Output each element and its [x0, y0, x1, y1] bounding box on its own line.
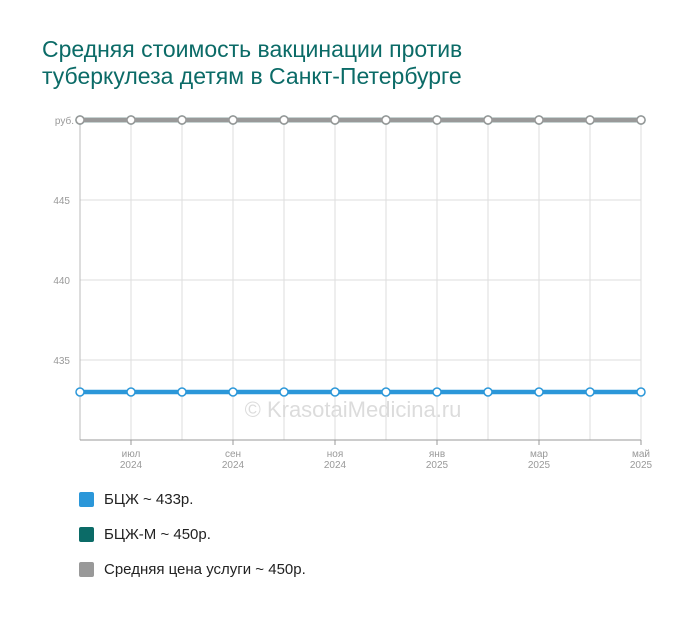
- x-tick-label-month: янв: [429, 449, 445, 460]
- series-point-2: [228, 115, 238, 125]
- x-tick-label-year: 2024: [120, 460, 143, 471]
- x-tick-label-month: мар: [530, 449, 548, 460]
- legend-item-bcg-m[interactable]: БЦЖ-М ~ 450р.: [79, 523, 306, 545]
- x-tick-label-year: 2024: [222, 460, 245, 471]
- series-point-2: [330, 115, 340, 125]
- legend-label-bcg: БЦЖ ~ 433р.: [104, 490, 194, 508]
- series-point-0: [636, 387, 646, 397]
- series-point-2: [585, 115, 595, 125]
- y-axis-label: руб.: [55, 115, 74, 127]
- series-point-0: [279, 387, 289, 397]
- series-point-2: [381, 115, 391, 125]
- x-tick-label-year: 2025: [528, 460, 551, 471]
- legend-swatch-bcg: [79, 491, 94, 507]
- legend-swatch-bcg-m: [79, 526, 94, 542]
- y-tick-label: 435: [53, 356, 70, 367]
- x-tick-label-month: май: [632, 449, 650, 460]
- chart-title-line-2: туберкулеза детям в Санкт-Петербурге: [42, 63, 462, 89]
- series-point-0: [585, 387, 595, 397]
- series-point-0: [228, 387, 238, 397]
- y-tick-label: 445: [53, 196, 70, 207]
- legend-item-average[interactable]: Средняя цена услуги ~ 450р.: [79, 558, 306, 580]
- series-point-0: [330, 387, 340, 397]
- series-point-2: [126, 115, 136, 125]
- series-point-0: [126, 387, 136, 397]
- series-point-2: [279, 115, 289, 125]
- chart-title: Средняя стоимость вакцинации против тубе…: [42, 36, 642, 90]
- series-point-0: [432, 387, 442, 397]
- legend-item-bcg[interactable]: БЦЖ ~ 433р.: [79, 488, 306, 510]
- legend-label-bcg-m: БЦЖ-М ~ 450р.: [104, 525, 211, 543]
- series-point-2: [75, 115, 85, 125]
- chart-legend: БЦЖ ~ 433р. БЦЖ-М ~ 450р. Средняя цена у…: [79, 488, 306, 593]
- series-point-0: [381, 387, 391, 397]
- legend-swatch-average: [79, 561, 94, 577]
- watermark-text: © KrasotaiMedicina.ru: [245, 397, 462, 422]
- x-tick-label-year: 2025: [426, 460, 449, 471]
- series-point-2: [432, 115, 442, 125]
- series-point-0: [177, 387, 187, 397]
- series-point-2: [177, 115, 187, 125]
- line-chart: 435440445руб.июл2024сен2024ноя2024янв202…: [53, 115, 653, 471]
- chart-title-line-1: Средняя стоимость вакцинации против: [42, 36, 463, 62]
- series-point-0: [75, 387, 85, 397]
- legend-label-average: Средняя цена услуги ~ 450р.: [104, 560, 306, 578]
- x-tick-label-month: июл: [122, 449, 141, 460]
- series-point-2: [534, 115, 544, 125]
- series-point-0: [483, 387, 493, 397]
- series-point-0: [534, 387, 544, 397]
- x-tick-label-year: 2024: [324, 460, 347, 471]
- series-point-2: [636, 115, 646, 125]
- x-tick-label-month: сен: [225, 449, 241, 460]
- series-point-2: [483, 115, 493, 125]
- y-tick-label: 440: [53, 276, 70, 287]
- x-tick-label-year: 2025: [630, 460, 653, 471]
- x-tick-label-month: ноя: [327, 449, 344, 460]
